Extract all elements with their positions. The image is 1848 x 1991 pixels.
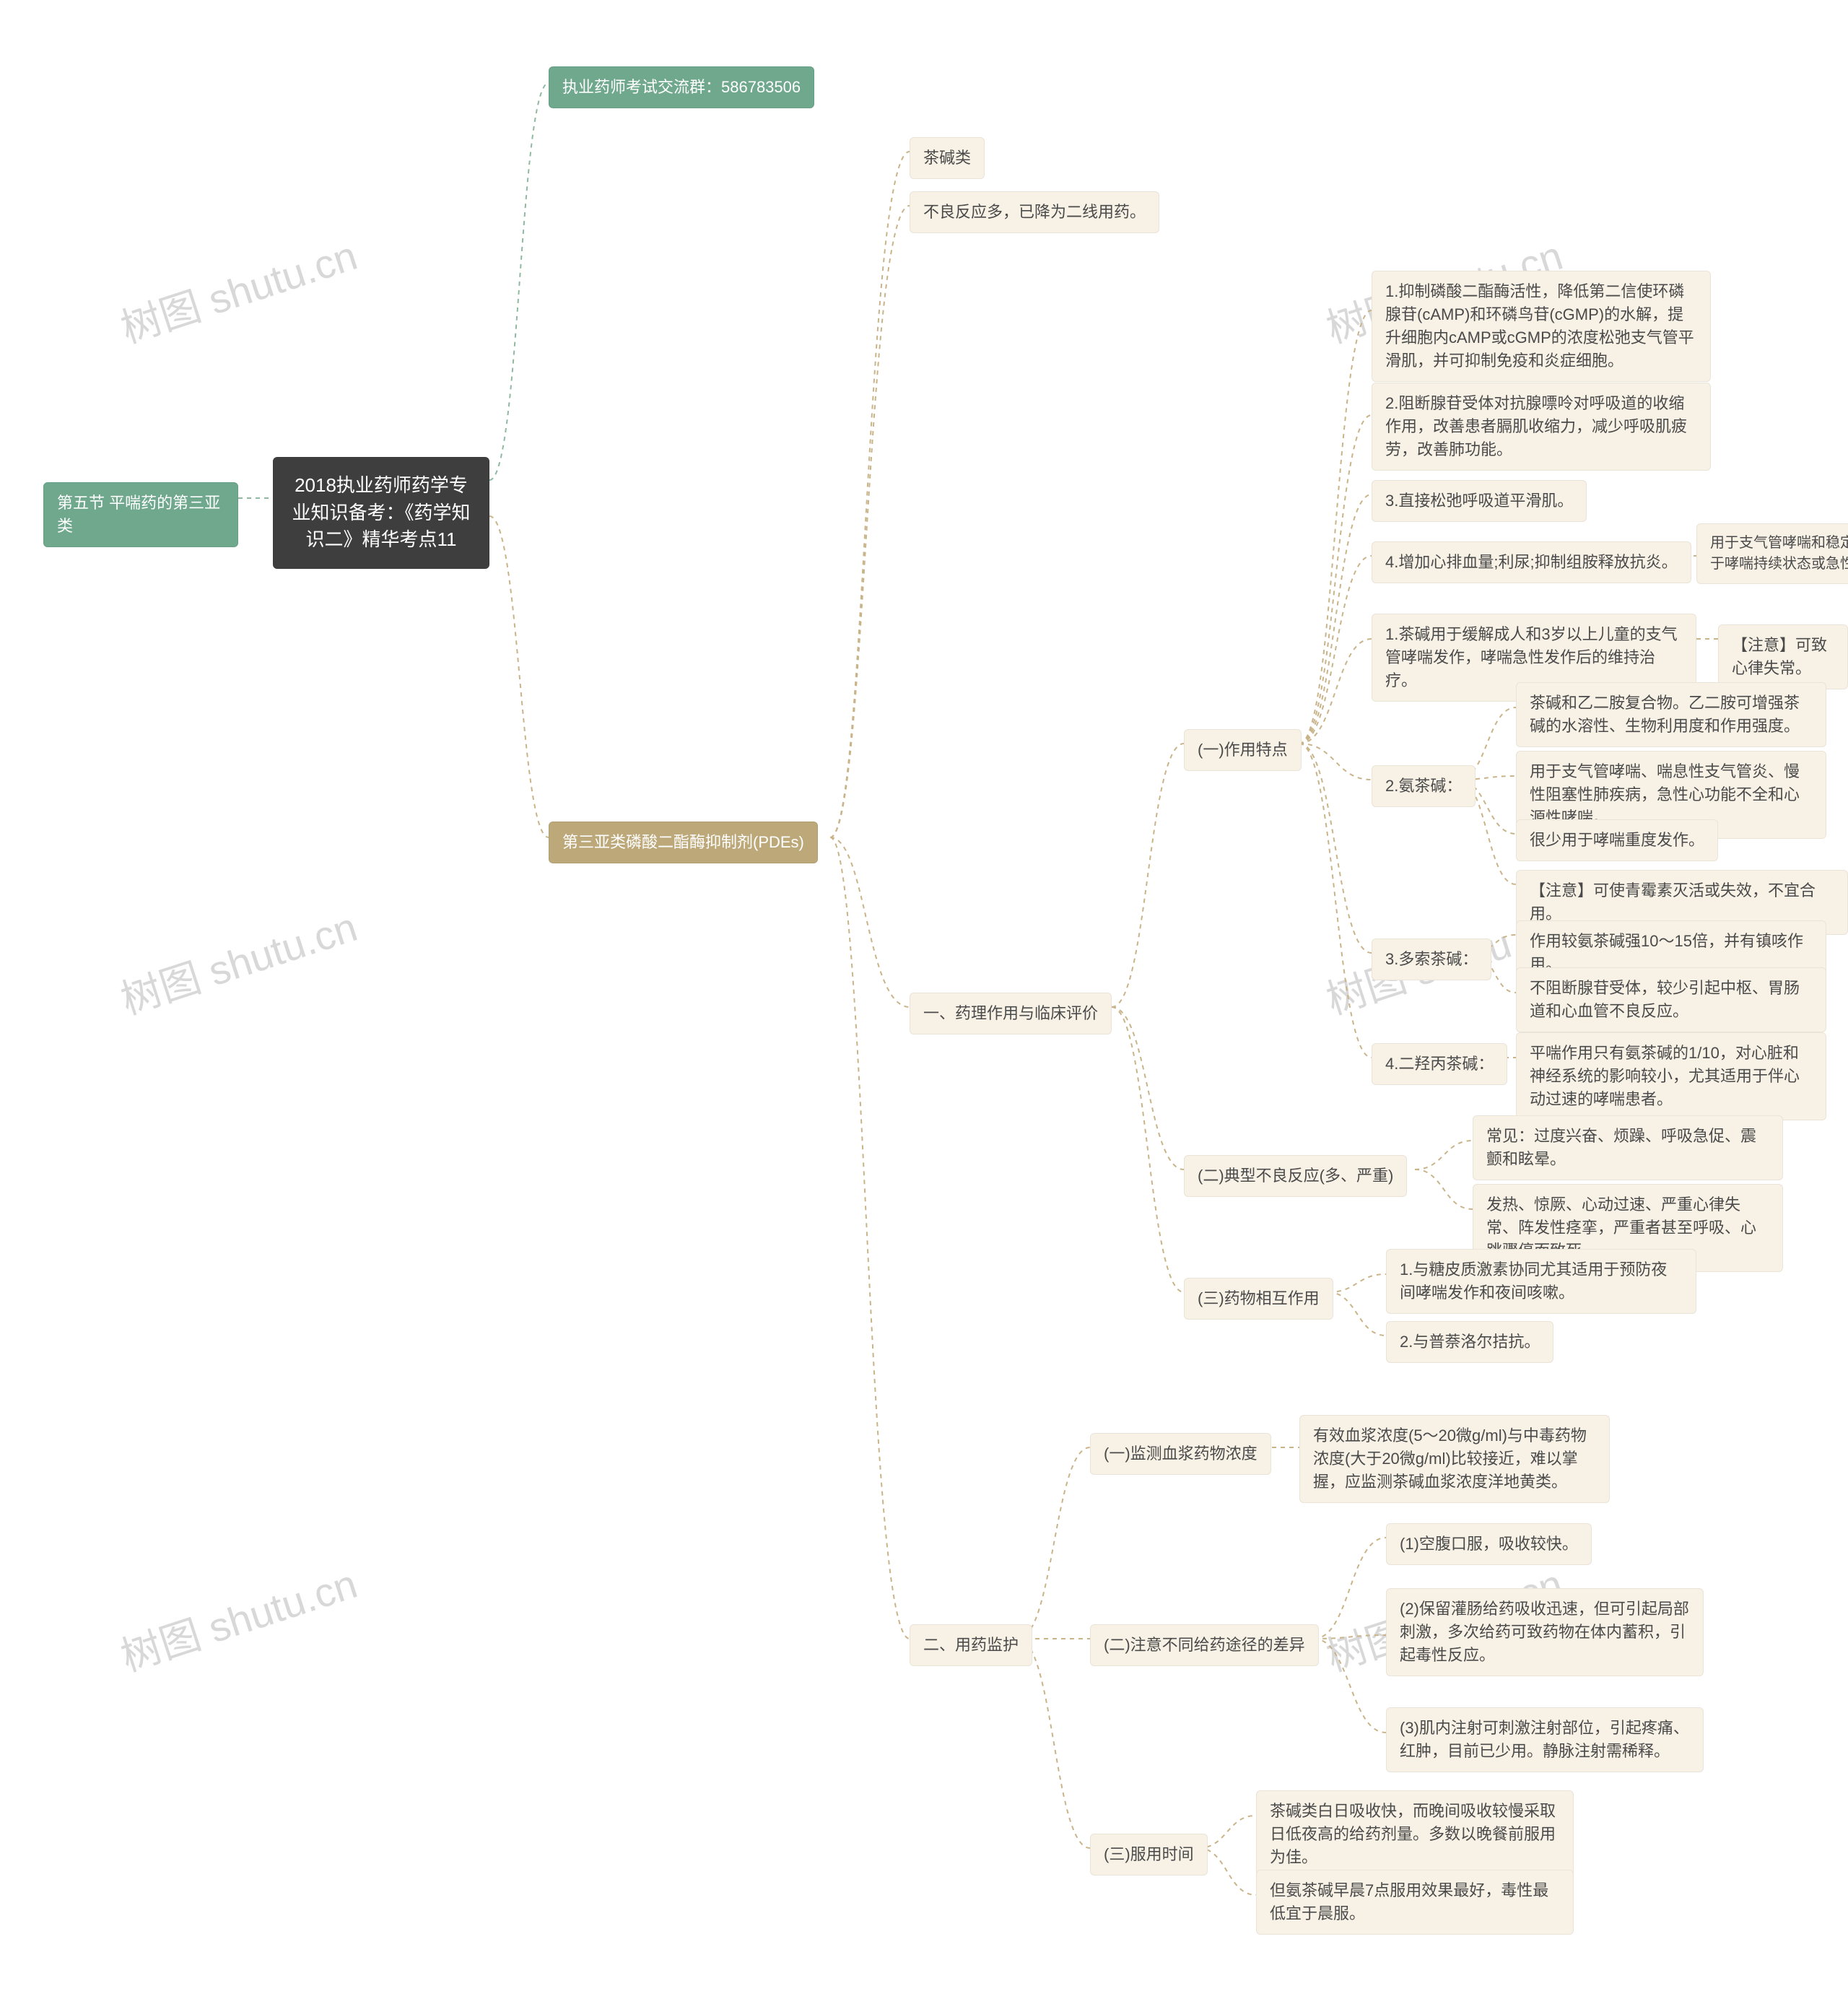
note-node: 不良反应多，已降为二线用药。 [910, 191, 1159, 233]
watermark: 树图 shutu.cn [113, 1552, 364, 1683]
section-title-node: 第五节 平喘药的第三亚类 [43, 482, 238, 547]
category-node: 茶碱类 [910, 137, 985, 179]
leaf-node: 1.与糖皮质激素协同尤其适用于预防夜间哮喘发作和夜间咳嗽。 [1386, 1249, 1696, 1314]
qq-group-node: 执业药师考试交流群：586783506 [549, 66, 814, 108]
leaf-node: 有效血浆浓度(5～20微g/ml)与中毒药物浓度(大于20微g/ml)比较接近，… [1299, 1415, 1610, 1503]
sub-1-1-node: (一)作用特点 [1184, 729, 1302, 771]
leaf-node: 茶碱类白日吸收快，而晚间吸收较慢采取日低夜高的给药剂量。多数以晚餐前服用为佳。 [1256, 1790, 1574, 1878]
leaf-node: 3.直接松弛呼吸道平滑肌。 [1372, 480, 1587, 522]
leaf-node: 常见：过度兴奋、烦躁、呼吸急促、震颤和眩晕。 [1473, 1115, 1783, 1180]
leaf-node: 2.与普萘洛尔拮抗。 [1386, 1321, 1553, 1363]
leaf-node: (1)空腹口服，吸收较快。 [1386, 1523, 1592, 1565]
leaf-node: 2.阻断腺苷受体对抗腺嘌呤对呼吸道的收缩作用，改善患者膈肌收缩力，减少呼吸肌疲劳… [1372, 383, 1711, 471]
leaf-node: 【注意】可致心律失常。 [1718, 624, 1848, 689]
leaf-node: 不阻断腺苷受体，较少引起中枢、胃肠道和心血管不良反应。 [1516, 967, 1826, 1032]
sub-2-3-node: (三)服用时间 [1090, 1834, 1208, 1875]
watermark: 树图 shutu.cn [113, 224, 364, 355]
leaf-node: 2.氨茶碱： [1372, 765, 1476, 807]
leaf-node: 用于支气管哮喘和稳定期COPD的治疗，不适用于哮喘持续状态或急性支气管痉挛发作患… [1696, 523, 1848, 584]
leaf-node: 茶碱和乙二胺复合物。乙二胺可增强茶碱的水溶性、生物利用度和作用强度。 [1516, 682, 1826, 747]
leaf-node: 4.二羟丙茶碱： [1372, 1043, 1507, 1085]
leaf-node: 很少用于哮喘重度发作。 [1516, 819, 1718, 861]
leaf-node: 平喘作用只有氨茶碱的1/10，对心脏和神经系统的影响较小，尤其适用于伴心动过速的… [1516, 1032, 1826, 1120]
section-1-node: 一、药理作用与临床评价 [910, 993, 1112, 1034]
watermark: 树图 shutu.cn [113, 895, 364, 1027]
leaf-node: (3)肌内注射可刺激注射部位，引起疼痛、红肿，目前已少用。静脉注射需稀释。 [1386, 1707, 1704, 1772]
leaf-node: 但氨茶碱早晨7点服用效果最好，毒性最低宜于晨服。 [1256, 1870, 1574, 1935]
leaf-node: 1.抑制磷酸二酯酶活性，降低第二信使环磷腺苷(cAMP)和环磷鸟苷(cGMP)的… [1372, 271, 1711, 382]
sub-1-2-node: (二)典型不良反应(多、严重) [1184, 1155, 1407, 1197]
sub-2-2-node: (二)注意不同给药途径的差异 [1090, 1624, 1319, 1666]
subclass-title-node: 第三亚类磷酸二酯酶抑制剂(PDEs) [549, 822, 818, 863]
leaf-node: (2)保留灌肠给药吸收迅速，但可引起局部刺激，多次给药可致药物在体内蓄积，引起毒… [1386, 1588, 1704, 1676]
root-node: 2018执业药师药学专业知识备考：《药学知识二》精华考点11 [273, 457, 489, 569]
sub-2-1-node: (一)监测血浆药物浓度 [1090, 1433, 1271, 1475]
sub-1-3-node: (三)药物相互作用 [1184, 1278, 1333, 1320]
leaf-node: 4.增加心排血量;利尿;抑制组胺释放抗炎。 [1372, 541, 1691, 583]
leaf-node: 3.多索茶碱： [1372, 938, 1491, 980]
section-2-node: 二、用药监护 [910, 1624, 1032, 1666]
